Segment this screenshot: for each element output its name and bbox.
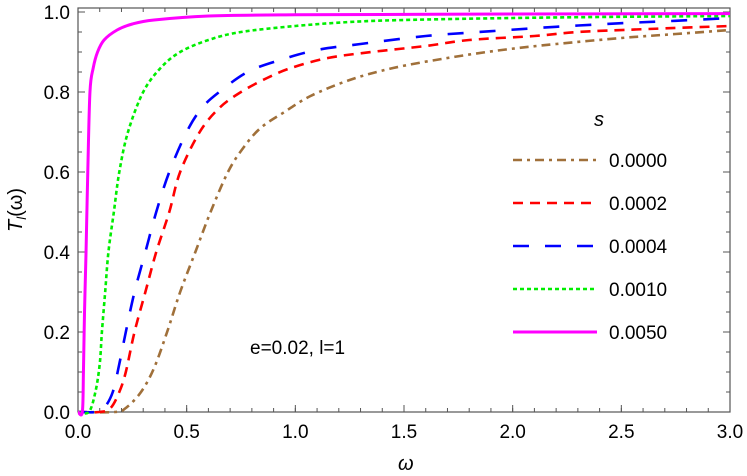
y-tick-label: 1.0	[44, 3, 70, 24]
legend-label: 0.0000	[609, 151, 667, 172]
series-line-0.0010	[77, 14, 731, 415]
annotation: e=0.02, l=1	[250, 338, 345, 359]
y-tick-label: 0.2	[44, 323, 70, 344]
legend-label: 0.0002	[609, 194, 667, 215]
x-tick-label: 2.5	[608, 422, 634, 443]
series-line-0.0000	[77, 28, 731, 414]
y-tick-label: 0.4	[44, 243, 71, 264]
x-axis-label: ω	[398, 453, 414, 475]
x-tick-label: 0.0	[65, 422, 91, 443]
series-line-0.0002	[77, 24, 731, 414]
legend-label: 0.0004	[609, 237, 668, 258]
x-tick-label: 1.0	[282, 422, 308, 443]
y-axis-label: Tl(ω)	[5, 188, 29, 232]
legend-label: 0.0010	[609, 280, 667, 301]
series-line-0.0050	[76, 12, 731, 417]
y-tick-label: 0.6	[44, 163, 70, 184]
x-tick-label: 3.0	[717, 422, 743, 443]
x-tick-label: 2.0	[499, 422, 525, 443]
y-tick-label: 0.0	[44, 403, 70, 424]
x-tick-label: 0.5	[173, 422, 199, 443]
series-line-0.0004	[77, 16, 731, 414]
y-tick-label: 0.8	[44, 83, 70, 104]
x-tick-label: 1.5	[391, 422, 417, 443]
legend-label: 0.0050	[609, 323, 667, 344]
legend-title: s	[594, 109, 604, 131]
